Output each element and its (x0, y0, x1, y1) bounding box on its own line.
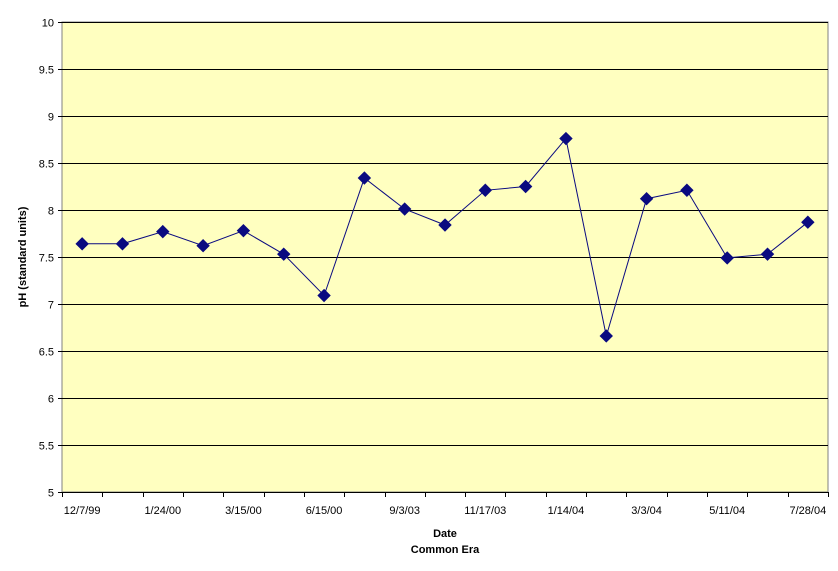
y-tick-label: 10 (42, 18, 54, 30)
data-point-marker (115, 237, 130, 251)
y-tick-label: 5 (48, 488, 54, 500)
y-axis-title: pH (standard units) (17, 206, 29, 307)
data-point-marker (438, 218, 452, 232)
x-tick-label: 5/11/04 (709, 505, 745, 517)
x-tick-label: 6/15/00 (306, 505, 343, 517)
x-tick-label: 1/14/04 (548, 505, 585, 517)
data-point-marker (720, 251, 734, 265)
y-tick-label: 6.5 (39, 347, 54, 359)
data-point-marker (478, 183, 493, 197)
series-layer (75, 131, 815, 343)
x-axis-ticks: 12/7/99 1/24/00 3/15/00 6/15/00 9/3/03 11/17/… (62, 492, 829, 517)
y-tick-label: 8 (48, 206, 54, 218)
y-tick-label: 9.5 (39, 65, 54, 77)
x-tick-label: 12/7/99 (64, 505, 101, 517)
x-tick-label: 7/28/04 (789, 505, 826, 517)
x-tick-label: 1/24/00 (144, 505, 181, 517)
data-point-marker (559, 131, 573, 146)
data-point-marker (518, 179, 533, 194)
y-axis-ticks: 5 5.5 6 6.5 7 7.5 8 8.5 9 9.5 10 (39, 18, 62, 500)
data-point-marker (599, 329, 613, 343)
x-axis-subtitle: Common Era (411, 544, 480, 556)
y-tick-label: 8.5 (39, 159, 54, 171)
x-tick-label: 3/15/00 (225, 505, 262, 517)
x-tick-label: 3/3/04 (631, 505, 662, 517)
data-point-marker (639, 192, 654, 206)
data-point-marker (156, 224, 170, 239)
data-point-marker (317, 288, 331, 303)
data-point-marker (75, 237, 89, 251)
y-tick-label: 6 (48, 394, 54, 406)
data-point-marker (801, 215, 815, 229)
y-tick-label: 7 (48, 300, 54, 312)
data-point-marker (680, 183, 694, 197)
x-tick-label: 9/3/03 (389, 505, 420, 517)
x-axis-title: Date (433, 528, 457, 540)
data-point-marker (357, 171, 372, 185)
y-tick-label: 5.5 (39, 441, 54, 453)
y-tick-label: 9 (48, 112, 54, 124)
x-tick-label: 11/17/03 (464, 505, 506, 517)
data-point-marker (236, 223, 251, 238)
data-point-marker (760, 247, 775, 261)
data-point-marker (277, 247, 291, 261)
y-tick-label: 7.5 (39, 253, 54, 265)
data-point-marker (196, 239, 210, 253)
data-point-marker (397, 202, 412, 216)
